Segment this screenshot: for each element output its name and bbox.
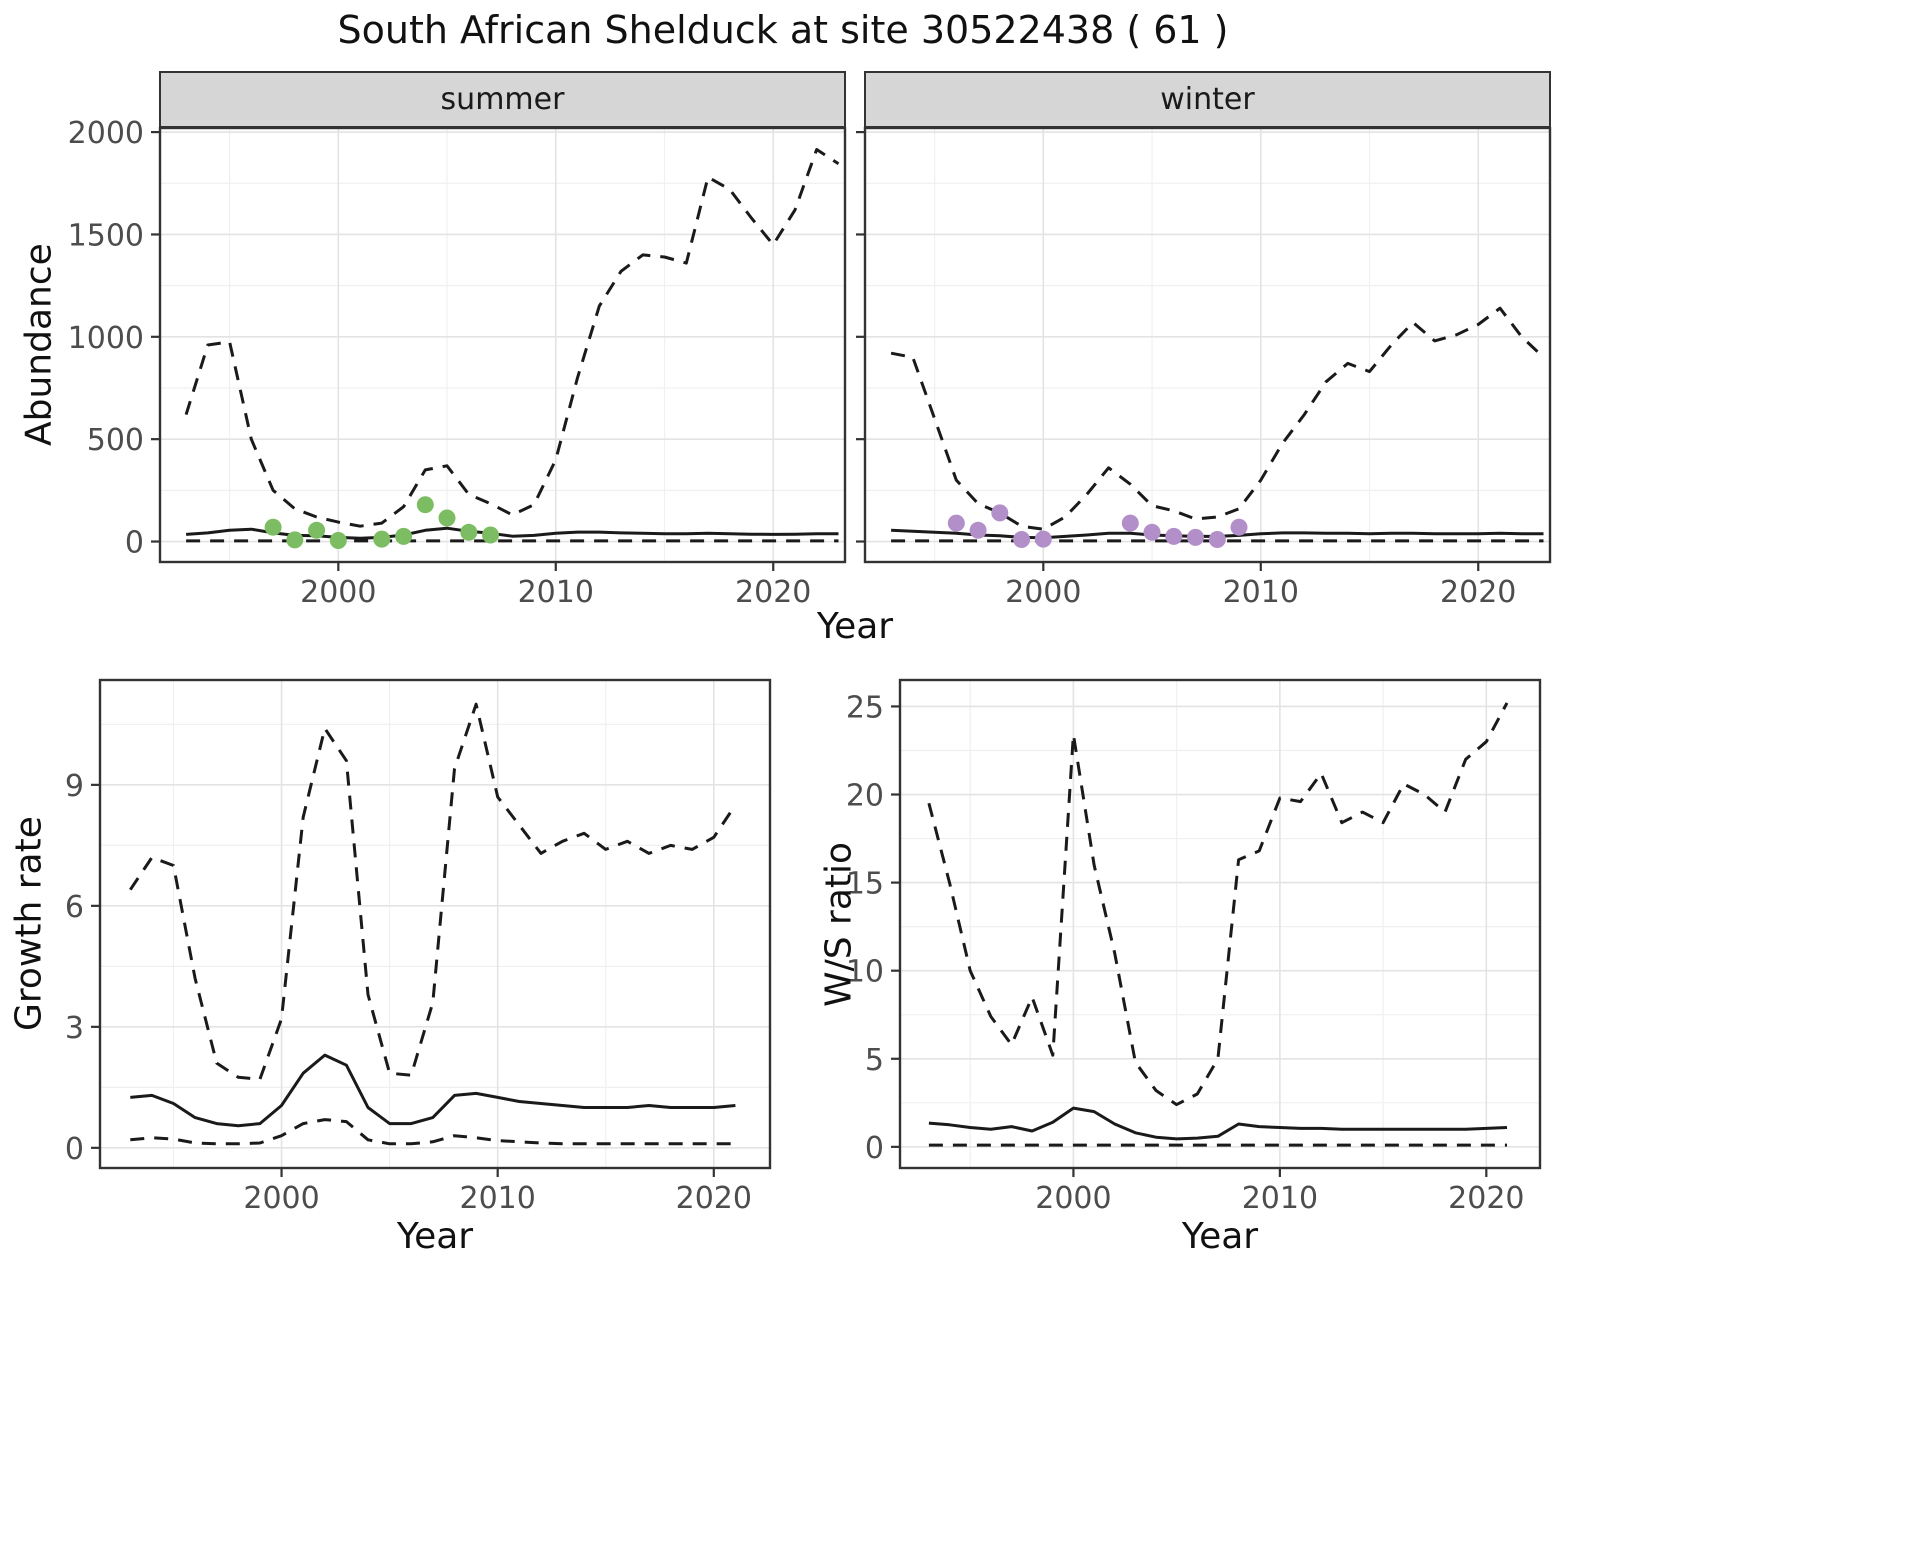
x-tick-label: 2010: [518, 575, 594, 610]
data-point: [1013, 531, 1031, 548]
data-point: [460, 523, 478, 541]
data-point: [1143, 523, 1161, 541]
y-tick-label: 20: [846, 779, 884, 814]
data-point: [1187, 528, 1204, 546]
figure-title: South African Shelduck at site 30522438 …: [337, 8, 1229, 52]
x-tick-label: 2010: [459, 1181, 535, 1216]
data-point: [1230, 518, 1248, 536]
y-tick-label: 5: [865, 1043, 884, 1078]
growth-rate-axis-label: Growth rate: [8, 816, 50, 1032]
y-tick-label: 6: [65, 890, 84, 925]
ws-ratio-axis-label: W/S ratio: [818, 841, 860, 1007]
grid-major: [100, 680, 770, 1168]
axis-ticks-and-labels: 2000 2010 2020 0 500 1000 1500 2000: [68, 116, 812, 610]
series-upper-95ci: [890, 306, 1545, 531]
series-observed-counts-summer: [264, 496, 499, 549]
data-point: [438, 509, 456, 527]
data-point: [1165, 527, 1183, 545]
y-tick-label: 1000: [68, 321, 144, 356]
y-tick-label: 25: [846, 690, 884, 725]
data-point: [329, 532, 347, 549]
x-tick-label: 2020: [1440, 575, 1516, 610]
x-tick-label: 2000: [1005, 575, 1081, 610]
x-tick-label: 2020: [735, 575, 811, 610]
axis-ticks-and-labels: 2000 2010 2020: [856, 130, 1516, 610]
facet-strip-summer-label: summer: [440, 82, 565, 117]
y-tick-label: 0: [65, 1132, 84, 1167]
y-tick-label: 3: [65, 1011, 84, 1046]
facet-strip-winter-label: winter: [1160, 82, 1255, 117]
panel-border: [863, 126, 1552, 564]
panel-ws-ratio: 2000 2010 2020 0 5 10 15 20 25: [846, 678, 1542, 1216]
growth-year-axis-label: Year: [396, 1216, 474, 1257]
grid-minor: [865, 128, 1550, 562]
data-point: [416, 496, 434, 514]
data-point: [286, 531, 304, 549]
data-point: [1034, 530, 1052, 548]
data-point: [395, 527, 413, 545]
x-tick-label: 2020: [1448, 1181, 1524, 1216]
y-tick-label: 0: [865, 1131, 884, 1166]
data-point: [373, 530, 391, 548]
series-median: [928, 1106, 1508, 1141]
x-tick-label: 2000: [300, 575, 376, 610]
abundance-axis-label: Abundance: [18, 243, 60, 447]
data-point: [947, 514, 965, 532]
top-year-axis-label: Year: [816, 606, 894, 647]
panel-border: [158, 126, 847, 564]
panel-border: [98, 678, 772, 1170]
x-tick-label: 2010: [1242, 1181, 1318, 1216]
series-median: [130, 1053, 736, 1128]
data-point: [482, 526, 499, 544]
y-tick-label: 9: [65, 769, 84, 804]
y-tick-label: 10: [846, 955, 884, 990]
y-tick-label: 500: [87, 423, 144, 458]
series-observed-counts-winter: [947, 504, 1248, 548]
x-tick-label: 2000: [243, 1181, 319, 1216]
y-tick-label: 2000: [68, 116, 144, 151]
x-tick-label: 2010: [1223, 575, 1299, 610]
panel-abundance-summer: 2000 2010 2020 0 500 1000 1500 2000: [68, 116, 847, 610]
grid-major: [865, 128, 1550, 562]
facet-strip-winter: winter: [864, 71, 1551, 128]
ws-year-axis-label: Year: [1181, 1216, 1259, 1257]
grid-major: [900, 680, 1540, 1168]
x-tick-label: 2000: [1035, 1181, 1111, 1216]
data-point: [991, 504, 1009, 522]
y-tick-label: 1500: [68, 218, 144, 253]
series-lower-95ci: [130, 1118, 736, 1146]
data-point: [264, 518, 282, 536]
y-tick-label: 15: [846, 867, 884, 902]
x-tick-label: 2020: [676, 1181, 752, 1216]
axis-ticks-and-labels: 2000 2010 2020 0 5 10 15 20 25: [846, 690, 1525, 1216]
data-point: [308, 521, 326, 539]
grid-minor: [900, 680, 1540, 1168]
facet-strip-summer: summer: [159, 71, 846, 128]
panel-border: [898, 678, 1542, 1170]
panel-abundance-winter: 2000 2010 2020: [856, 126, 1552, 610]
y-tick-label: 0: [125, 526, 144, 561]
data-point: [1121, 514, 1139, 532]
data-point: [969, 521, 987, 539]
axis-ticks-and-labels: 2000 2010 2020 0 3 6 9: [65, 769, 752, 1216]
data-point: [1208, 531, 1226, 548]
panel-growth-rate: 2000 2010 2020 0 3 6 9: [65, 678, 772, 1216]
series-upper-95ci: [927, 702, 1509, 1107]
